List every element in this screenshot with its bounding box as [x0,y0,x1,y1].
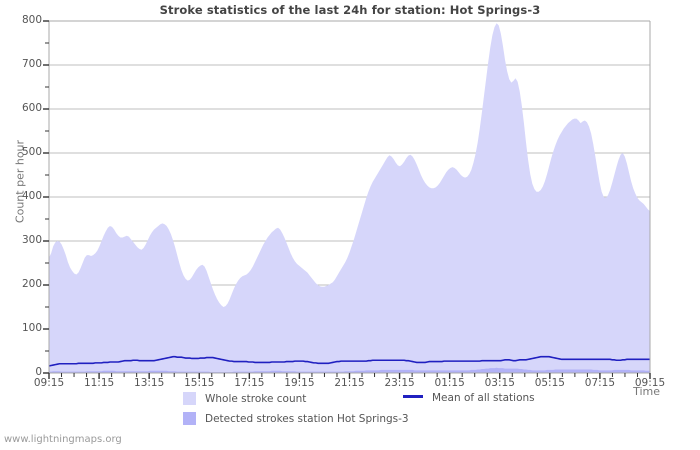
x-tick-label: 19:15 [284,377,315,389]
y-tick-label: 200 [21,278,42,290]
y-tick-label: 700 [21,58,42,70]
site-url-footer: www.lightningmaps.org [4,434,122,445]
y-tick-label: 500 [21,146,42,158]
x-axis-title: Time [633,385,660,398]
x-tick-label: 09:15 [33,377,65,389]
y-tick-label: 400 [21,190,42,202]
line-mean-of-all-stations [48,355,650,367]
area-whole-stroke-count [49,23,650,373]
legend-item-mean-of-all-stations: Mean of all stations [403,392,535,405]
y-tick-label: 100 [21,322,42,334]
x-tick-label: 05:15 [534,377,565,389]
area-detected-strokes-station [49,367,650,373]
y-tick-label: 0 [35,366,42,378]
x-tick-label: 01:15 [434,377,465,389]
chart-title: Stroke statistics of the last 24h for st… [159,3,541,17]
legend-label-mean-of-all-stations: Mean of all stations [432,392,535,404]
x-tick-label: 15:15 [184,377,215,389]
x-tick-label: 21:15 [334,377,365,389]
y-tick-label: 800 [21,14,42,26]
legend-label-detected-strokes-station: Detected strokes station Hot Springs-3 [205,413,409,425]
x-tick-label: 13:15 [134,377,165,389]
legend-item-detected-strokes-station: Detected strokes station Hot Springs-3 [183,412,409,426]
legend-swatch-whole-stroke-count [183,392,196,405]
x-tick-label: 23:15 [384,377,415,389]
x-tick-label: 17:15 [234,377,265,389]
legend-item-whole-stroke-count: Whole stroke count [183,392,306,406]
x-tick-label: 03:15 [484,377,515,389]
legend-line-mean-of-all-stations [403,395,423,398]
legend-swatch-detected-strokes-station [183,412,196,425]
y-tick-label: 600 [21,102,42,114]
legend-label-whole-stroke-count: Whole stroke count [205,393,307,405]
x-tick-label: 09:15 [634,377,666,389]
x-tick-label: 07:15 [584,377,616,389]
y-tick-label: 300 [21,234,42,246]
x-tick-label: 11:15 [83,377,115,389]
